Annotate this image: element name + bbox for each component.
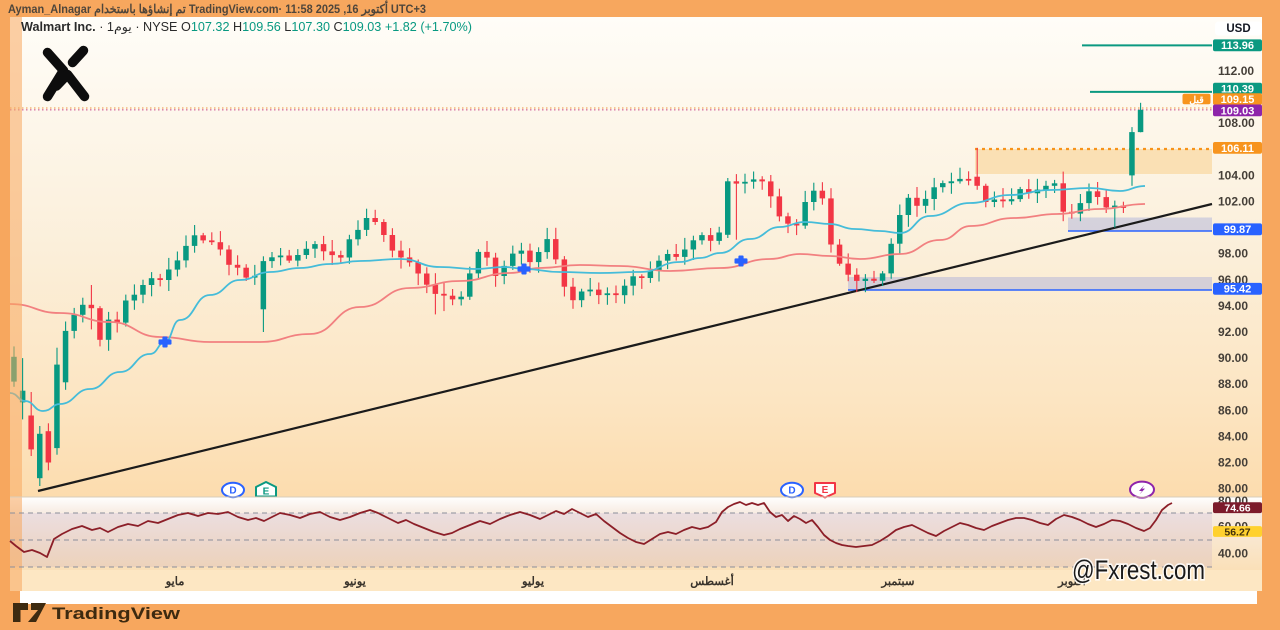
- svg-text:98.00: 98.00: [1218, 247, 1248, 261]
- svg-text:86.00: 86.00: [1218, 403, 1248, 417]
- svg-text:92.00: 92.00: [1218, 325, 1248, 339]
- svg-text:سبتمبر: سبتمبر: [880, 576, 914, 589]
- svg-text:80.00: 80.00: [1218, 482, 1248, 496]
- svg-text:E: E: [822, 485, 829, 496]
- svg-text:أكتوبر: أكتوبر: [1057, 573, 1086, 589]
- svg-text:84.00: 84.00: [1218, 429, 1248, 443]
- svg-text:مايو: مايو: [165, 575, 185, 589]
- svg-text:أغسطس: أغسطس: [690, 573, 734, 589]
- svg-text:109.15: 109.15: [1221, 94, 1255, 106]
- svg-text:@Fxrest.com: @Fxrest.com: [1072, 555, 1205, 585]
- svg-text:قبل: قبل: [1189, 95, 1204, 106]
- svg-text:104.00: 104.00: [1218, 168, 1255, 182]
- svg-text:USD: USD: [1226, 23, 1250, 35]
- svg-text:99.87: 99.87: [1224, 224, 1252, 236]
- svg-text:113.96: 113.96: [1221, 40, 1254, 52]
- svg-text:94.00: 94.00: [1218, 299, 1248, 313]
- svg-text:TradingView: TradingView: [52, 604, 181, 623]
- svg-text:@Fxrest.com: @Fxrest.com: [1072, 555, 1205, 585]
- svg-text:يونيو: يونيو: [343, 576, 367, 589]
- svg-text:90.00: 90.00: [1218, 351, 1248, 365]
- svg-text:56.27: 56.27: [1224, 526, 1250, 538]
- svg-text:Ayman_Alnagar تم إنشاؤها باستخ: Ayman_Alnagar تم إنشاؤها باستخدام Tradin…: [8, 1, 426, 17]
- svg-text:102.00: 102.00: [1218, 195, 1255, 209]
- svg-text:109.03: 109.03: [1221, 105, 1255, 117]
- svg-text:95.42: 95.42: [1224, 284, 1252, 296]
- svg-text:110.39: 110.39: [1221, 84, 1254, 96]
- svg-text:E: E: [263, 487, 270, 498]
- svg-text:82.00: 82.00: [1218, 456, 1248, 470]
- svg-text:40.00: 40.00: [1218, 547, 1248, 561]
- svg-text:Walmart Inc. · 1يوم · NYSE O1: Walmart Inc. · 1يوم · NYSE O107.32 H109.…: [21, 20, 472, 35]
- svg-text:يوليو: يوليو: [521, 575, 545, 589]
- svg-text:112.00: 112.00: [1218, 64, 1254, 78]
- svg-text:D: D: [229, 486, 236, 497]
- svg-text:106.11: 106.11: [1221, 143, 1254, 155]
- svg-text:74.66: 74.66: [1224, 503, 1250, 515]
- svg-text:108.00: 108.00: [1218, 116, 1255, 130]
- svg-text:88.00: 88.00: [1218, 377, 1248, 391]
- svg-text:D: D: [788, 486, 795, 497]
